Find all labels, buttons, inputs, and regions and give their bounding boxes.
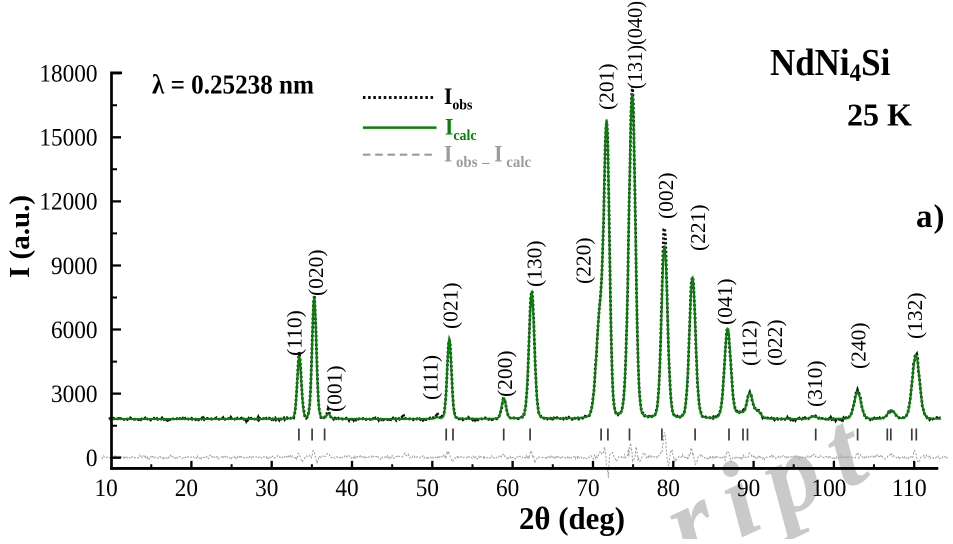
svg-text:70: 70 [576, 475, 599, 502]
svg-text:15000: 15000 [39, 125, 97, 152]
svg-text:(201): (201) [595, 63, 619, 110]
svg-text:(131)(040): (131)(040) [623, 1, 647, 89]
svg-text:(001): (001) [323, 365, 347, 412]
svg-text:50: 50 [416, 475, 439, 502]
svg-text:(020): (020) [304, 249, 328, 296]
svg-text:(111): (111) [419, 355, 443, 400]
svg-text:10: 10 [95, 475, 118, 502]
svg-text:80: 80 [657, 475, 680, 502]
svg-text:90: 90 [737, 475, 760, 502]
svg-text:(220): (220) [572, 237, 596, 284]
svg-text:3000: 3000 [51, 381, 98, 408]
svg-text:60: 60 [496, 475, 519, 502]
svg-text:40: 40 [335, 475, 358, 502]
svg-text:(132): (132) [903, 292, 927, 339]
svg-text:(112): (112) [738, 320, 762, 366]
svg-text:0: 0 [86, 445, 98, 472]
svg-text:(002): (002) [654, 172, 678, 219]
svg-text:(022): (022) [763, 319, 787, 366]
svg-text:6000: 6000 [51, 317, 98, 344]
svg-text:a): a) [916, 199, 946, 235]
svg-text:20: 20 [175, 475, 198, 502]
svg-text:25 K: 25 K [847, 97, 912, 133]
svg-text:9000: 9000 [51, 253, 98, 280]
svg-text:100: 100 [811, 475, 846, 502]
svg-text:18000: 18000 [39, 61, 97, 88]
svg-text:(110): (110) [283, 310, 307, 356]
svg-text:λ = 0.25238 nm: λ = 0.25238 nm [152, 70, 314, 100]
svg-text:(041): (041) [713, 278, 737, 325]
svg-text:(200): (200) [493, 350, 517, 397]
svg-text:(221): (221) [686, 204, 710, 251]
svg-text:NdNi4Si: NdNi4Si [770, 41, 890, 88]
svg-text:110: 110 [892, 475, 927, 502]
svg-text:Iobs: Iobs [444, 83, 473, 113]
svg-text:2θ (deg): 2θ (deg) [519, 500, 625, 536]
svg-text:(310): (310) [803, 360, 827, 407]
svg-text:(240): (240) [847, 322, 871, 369]
svg-text:(130): (130) [523, 240, 547, 287]
svg-text:(021): (021) [439, 282, 463, 329]
svg-text:30: 30 [255, 475, 278, 502]
svg-text:I (a.u.): I (a.u.) [4, 195, 36, 278]
svg-text:12000: 12000 [39, 189, 97, 216]
